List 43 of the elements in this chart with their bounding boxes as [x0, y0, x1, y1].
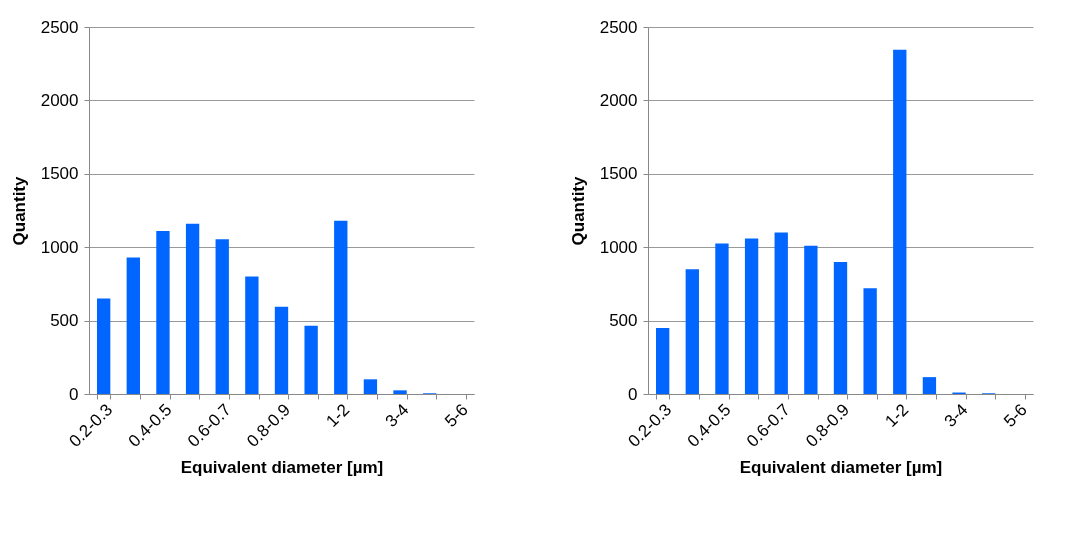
x-tick-label: 5-6 — [441, 400, 472, 431]
y-tick-label: 500 — [50, 311, 79, 331]
bar — [744, 238, 759, 394]
x-tick-label: 3-4 — [381, 400, 413, 431]
bar — [833, 261, 848, 394]
x-axis-title: Equivalent diameter [µm] — [739, 458, 943, 478]
bar — [245, 276, 259, 394]
x-tick-label: 1-2 — [881, 400, 913, 431]
bar — [393, 390, 407, 394]
x-tick-label: 3-4 — [940, 400, 972, 431]
bar — [715, 243, 729, 394]
bar — [363, 379, 378, 394]
y-tick-label: 2500 — [599, 17, 638, 37]
y-tick-label: 2000 — [599, 90, 638, 110]
x-tick-label: 5-6 — [1000, 400, 1031, 431]
bar — [334, 220, 348, 394]
bar — [685, 269, 699, 394]
y-axis-title: Quantity — [568, 175, 588, 246]
y-tick-label: 1500 — [599, 164, 638, 184]
y-axis-title: Quantity — [9, 175, 29, 246]
bar — [656, 327, 670, 394]
bar — [922, 377, 937, 394]
y-tick-label: 1500 — [40, 164, 79, 184]
x-axis-title: Equivalent diameter [µm] — [180, 458, 384, 478]
bar — [863, 288, 877, 394]
y-tick-label: 2000 — [40, 90, 79, 110]
bar — [274, 306, 289, 394]
bar — [304, 325, 318, 394]
bar — [156, 231, 170, 394]
bar — [804, 245, 818, 394]
y-tick-label: 0 — [628, 384, 638, 404]
bar — [215, 239, 229, 394]
y-tick-label: 500 — [609, 311, 638, 331]
y-tick-label: 1000 — [599, 237, 638, 257]
bar — [126, 257, 140, 394]
y-tick-label: 2500 — [40, 17, 79, 37]
x-tick-label: 1-2 — [322, 400, 354, 431]
bar — [97, 298, 111, 394]
bar — [185, 223, 200, 394]
bar — [893, 49, 907, 394]
bar — [774, 232, 788, 394]
y-tick-label: 0 — [69, 384, 79, 404]
y-tick-label: 1000 — [40, 237, 79, 257]
